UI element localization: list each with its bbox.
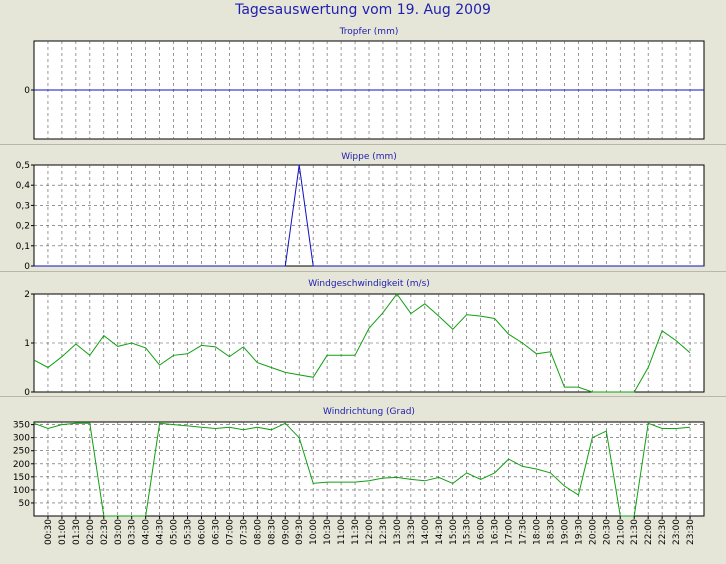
x-tick-label: 10:30 [323, 519, 333, 545]
x-tick-label: 20:00 [588, 519, 598, 545]
page-title: Tagesauswertung vom 19. Aug 2009 [235, 2, 491, 18]
x-tick-label: 11:00 [337, 519, 347, 545]
y-tick-label: 200 [13, 460, 30, 470]
x-tick-label: 01:00 [58, 519, 68, 545]
x-tick-label: 15:30 [463, 519, 473, 545]
x-tick-label: 21:00 [616, 519, 626, 545]
x-tick-label: 08:30 [267, 519, 277, 545]
x-tick-label: 18:30 [546, 519, 556, 545]
y-tick-label: 100 [13, 486, 30, 496]
chart-title: Wippe (mm) [341, 152, 397, 162]
x-tick-label: 07:30 [239, 519, 249, 545]
y-tick-label: 0,5 [16, 161, 30, 171]
y-tick-label: 0,4 [16, 181, 31, 191]
y-tick-label: 2 [24, 290, 30, 300]
chart-title: Windrichtung (Grad) [323, 407, 415, 417]
x-tick-label: 02:30 [100, 519, 110, 545]
series-line [34, 164, 704, 267]
x-tick-label: 05:30 [184, 519, 194, 545]
x-tick-label: 13:00 [393, 519, 403, 545]
x-tick-label: 01:30 [72, 519, 82, 545]
x-tick-label: 21:30 [630, 519, 640, 545]
x-tick-label: 09:00 [281, 519, 291, 545]
x-tick-label: 14:30 [435, 519, 445, 545]
x-tick-label: 22:00 [644, 519, 654, 545]
y-tick-label: 150 [13, 473, 30, 483]
chart-title: Tropfer (mm) [339, 27, 399, 37]
x-tick-label: 06:00 [198, 519, 208, 545]
x-tick-label: 20:30 [602, 519, 612, 545]
y-tick-label: 0 [24, 388, 30, 398]
x-tick-label: 02:00 [86, 519, 96, 545]
x-tick-label: 03:00 [114, 519, 124, 545]
series-line [33, 293, 691, 393]
x-tick-label: 16:00 [477, 519, 487, 545]
y-tick-label: 350 [13, 421, 30, 431]
y-tick-label: 0,1 [16, 242, 30, 252]
x-tick-label: 17:30 [519, 519, 529, 545]
x-tick-label: 10:00 [309, 519, 319, 545]
x-tick-label: 19:30 [574, 519, 584, 545]
x-tick-label: 23:00 [672, 519, 682, 545]
y-tick-label: 0,2 [16, 222, 30, 232]
x-tick-label: 13:30 [407, 519, 417, 545]
x-tick-label: 04:30 [156, 519, 166, 545]
x-tick-label: 00:30 [44, 519, 54, 545]
y-tick-label: 0 [24, 86, 30, 96]
x-tick-label: 11:30 [351, 519, 361, 545]
chart-title: Windgeschwindigkeit (m/s) [308, 279, 430, 289]
x-tick-label: 03:30 [128, 519, 138, 545]
y-tick-label: 300 [13, 434, 30, 444]
x-tick-label: 07:00 [225, 519, 235, 545]
x-tick-label: 12:30 [379, 519, 389, 545]
panel-separator [0, 396, 726, 397]
x-tick-label: 17:00 [505, 519, 515, 545]
x-tick-label: 12:00 [365, 519, 375, 545]
x-tick-label: 05:00 [170, 519, 180, 545]
x-tick-label: 15:00 [449, 519, 459, 545]
y-tick-label: 250 [13, 447, 30, 457]
panel-separator [0, 144, 726, 145]
y-tick-label: 50 [19, 499, 31, 509]
y-tick-label: 0 [24, 262, 30, 272]
x-tick-label: 14:00 [421, 519, 431, 545]
x-tick-label: 16:30 [491, 519, 501, 545]
x-tick-label: 08:00 [253, 519, 263, 545]
y-tick-label: 0,3 [16, 201, 30, 211]
x-tick-label: 19:00 [560, 519, 570, 545]
panel-separator [0, 271, 726, 272]
x-tick-label: 23:30 [686, 519, 696, 545]
x-tick-label: 18:00 [533, 519, 543, 545]
x-tick-label: 04:00 [142, 519, 152, 545]
x-tick-label: 09:30 [295, 519, 305, 545]
y-tick-label: 1 [24, 339, 30, 349]
series-line [33, 422, 691, 517]
x-tick-label: 22:30 [658, 519, 668, 545]
x-tick-label: 06:30 [211, 519, 221, 545]
